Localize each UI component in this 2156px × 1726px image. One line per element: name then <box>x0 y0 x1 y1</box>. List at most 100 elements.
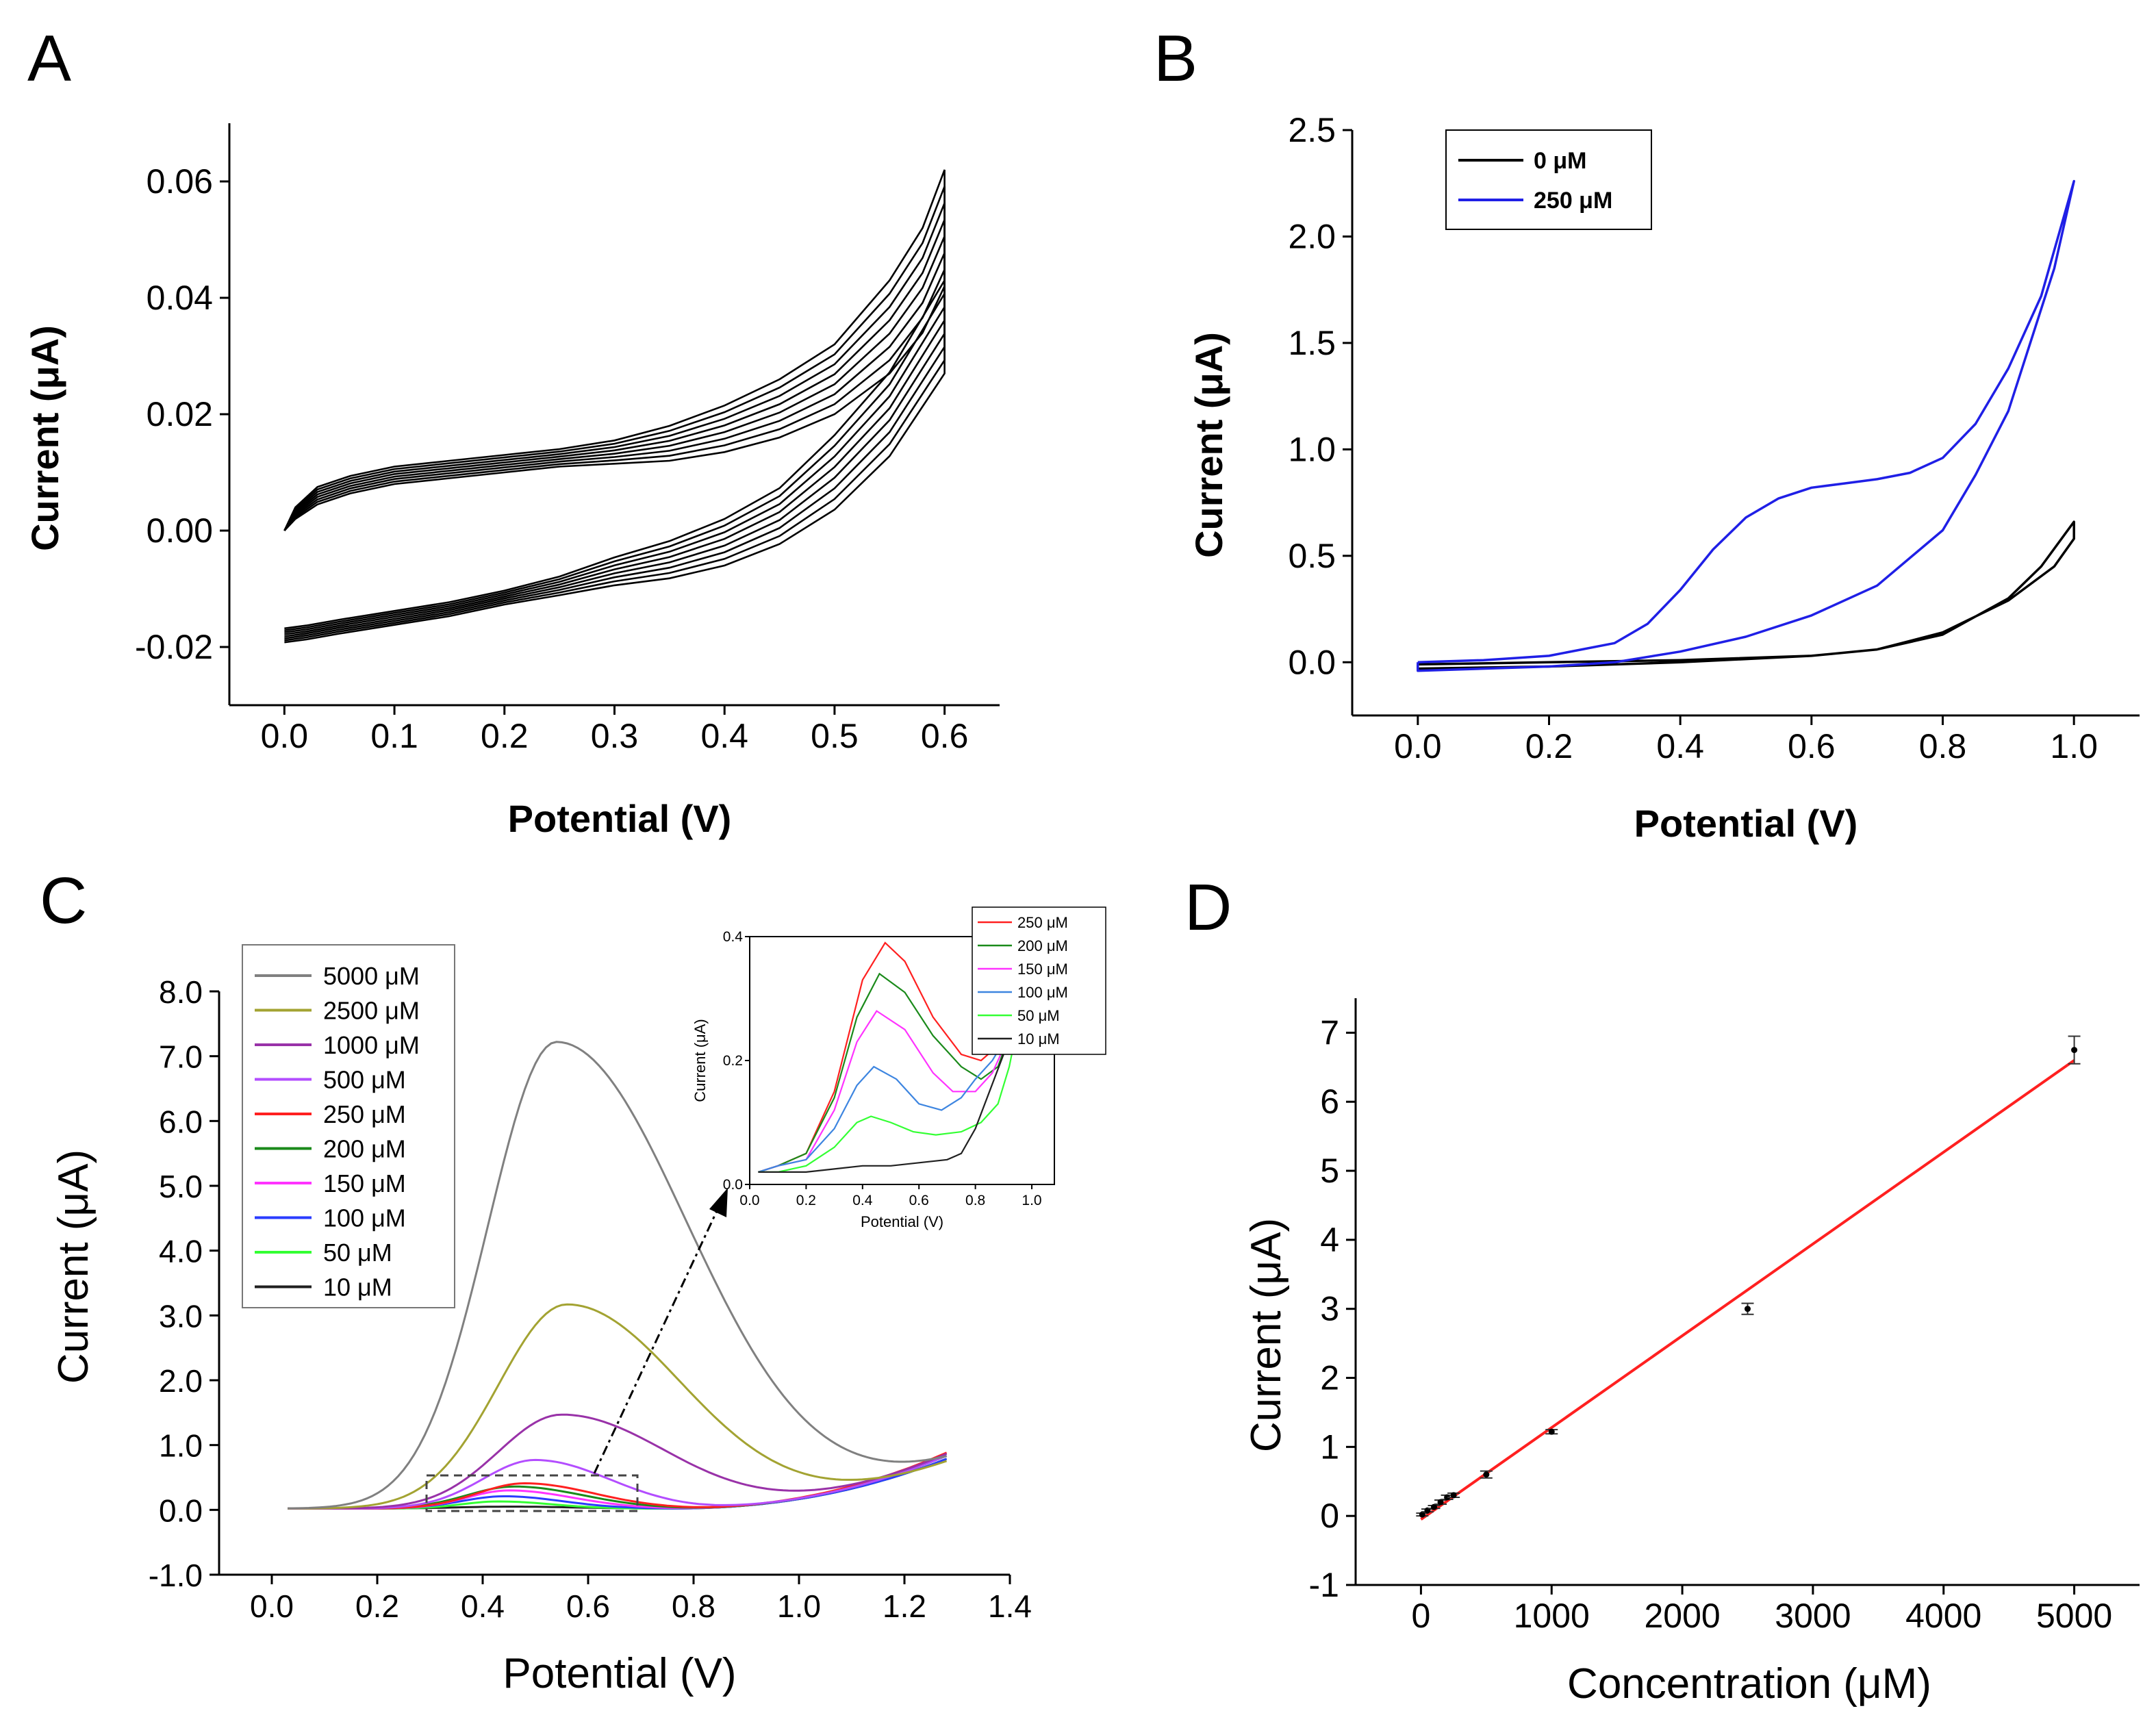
panel-b-ytick-label-3: 1.5 <box>1288 324 1336 362</box>
panel-c-xtick-label-7: 1.4 <box>988 1588 1032 1624</box>
panel-a-cv-cycle-1 <box>283 277 946 630</box>
panel-b-ytick-label-5: 2.5 <box>1288 111 1336 149</box>
panel-d-xtick-label-5: 5000 <box>2036 1597 2112 1635</box>
panel-d-point-6 <box>1483 1471 1490 1478</box>
panel-c-ytick-label-9: 8.0 <box>159 974 203 1010</box>
panel-d-ytick-label-6: 5 <box>1320 1152 1339 1190</box>
panel-d-xtick-label-0: 0 <box>1412 1597 1431 1635</box>
panel-d-xtick-label-4: 4000 <box>1905 1597 1981 1635</box>
panel-d-point-9 <box>2071 1047 2078 1054</box>
panel-d-point-5 <box>1450 1492 1457 1499</box>
inset-series-10-um <box>758 961 1033 1173</box>
panel-c-series-500-um <box>288 1454 948 1510</box>
panel-a-chart: 0.0 0.1 0.2 0.3 0.4 0.5 0.6 -0.02 0.00 0.02 0.04 0.… <box>23 123 1000 840</box>
panel-c-xtick-label-0: 0.0 <box>250 1588 294 1624</box>
panel-b-xtick-label-5: 1.0 <box>2050 727 2098 765</box>
panel-c-xtick-label-4: 0.8 <box>672 1588 715 1624</box>
panel-c-legend-label-2500-um: 2500 μM <box>323 997 420 1025</box>
panel-c-legend-label-10-um: 10 μM <box>323 1273 392 1302</box>
panel-b-series-250-um <box>1417 179 2075 672</box>
panel-a-cv-cycle-8 <box>283 169 946 644</box>
panel-a-cv-cycle-3 <box>283 252 946 633</box>
panel-a-xtick-label-4: 0.4 <box>700 717 748 755</box>
inset-xtick-label-5: 1.0 <box>1022 1193 1041 1208</box>
panel-b-chart: 0.0 0.2 0.4 0.6 0.8 1.0 0.0 0.5 1.0 1.5 2.0 2.5 0 μ… <box>1187 111 2140 845</box>
panel-b-xlabel: Potential (V) <box>1634 802 1858 845</box>
panel-c-series-5000-um <box>288 1041 947 1510</box>
panel-c-legend-label-250-um: 250 μM <box>323 1100 406 1128</box>
panel-c-xtick-label-5: 1.0 <box>777 1588 821 1624</box>
panel-c-legend-label-200-um: 200 μM <box>323 1135 406 1163</box>
panel-a-cv-cycle-4 <box>283 236 946 635</box>
inset-legend-label-10-um: 10 μM <box>1017 1030 1060 1048</box>
panel-b-ytick-label-0: 0.0 <box>1288 643 1336 681</box>
panel-d-fit-line <box>1420 1059 2075 1521</box>
panel-c-ytick-label-6: 5.0 <box>159 1169 203 1204</box>
panel-c-xtick-label-1: 0.2 <box>355 1588 399 1624</box>
inset-legend-box <box>972 906 1106 1055</box>
inset-ytick-label-2: 0.4 <box>723 929 744 945</box>
panel-c-ylabel: Current (μA) <box>50 1150 97 1384</box>
panel-c-ytick-label-3: 2.0 <box>159 1363 203 1399</box>
panel-c-series-2500-um <box>288 1303 948 1510</box>
panel-b-ylabel: Current (μA) <box>1187 332 1230 558</box>
panel-c-legend-label-100-um: 100 μM <box>323 1204 406 1232</box>
panel-d-xtick-label-3: 3000 <box>1775 1597 1851 1635</box>
panel-a-xlabel: Potential (V) <box>508 797 732 840</box>
panel-c-legend-label-1000-um: 1000 μM <box>323 1031 420 1059</box>
panel-a-cv-cycle-7 <box>283 186 946 642</box>
inset-legend-label-150-um: 150 μM <box>1017 961 1068 978</box>
inset-xtick-label-4: 0.8 <box>965 1193 985 1208</box>
zoom-arrowhead <box>709 1188 728 1217</box>
inset-legend-label-250-um: 250 μM <box>1017 914 1068 931</box>
panel-a-ytick-label-4: 0.06 <box>147 162 213 201</box>
panel-d-point-0 <box>1419 1511 1425 1518</box>
panel-c-ytick-label-7: 6.0 <box>159 1104 203 1139</box>
panel-a-ytick-label-3: 0.04 <box>147 279 213 317</box>
panel-b-series-0-um <box>1417 520 2075 670</box>
panel-a-xtick-label-0: 0.0 <box>261 717 309 755</box>
panel-c-series-1000-um <box>288 1413 948 1510</box>
panel-a-ytick-label-2: 0.02 <box>147 395 213 433</box>
panel-d-ytick-label-4: 3 <box>1320 1290 1339 1328</box>
panel-d-chart: 0 1000 2000 3000 4000 5000 -1 0 1 2 3 4 5 6 7 Concentr… <box>1243 998 2140 1708</box>
panel-d-ytick-label-3: 2 <box>1320 1359 1339 1397</box>
panel-label-c: C <box>40 864 87 937</box>
panel-d-ytick-label-2: 1 <box>1320 1427 1339 1466</box>
panel-a-cv-cycle-6 <box>283 203 946 639</box>
panel-d-ytick-label-0: -1 <box>1309 1566 1339 1604</box>
inset-xtick-label-3: 0.6 <box>909 1193 929 1208</box>
panel-d-point-4 <box>1444 1494 1451 1501</box>
inset-series-50-um <box>758 954 1033 1173</box>
panel-b-xtick-label-0: 0.0 <box>1394 727 1442 765</box>
panel-d-point-3 <box>1437 1499 1444 1506</box>
panel-a-cv-cycle-5 <box>283 219 946 637</box>
panel-c-legend-label-5000-um: 5000 μM <box>323 962 420 990</box>
inset-xtick-label-2: 0.4 <box>852 1193 873 1208</box>
inset-xtick-label-0: 0.0 <box>739 1193 759 1208</box>
panel-a-ylabel: Current (μA) <box>23 325 66 551</box>
panel-b-ytick-label-1: 0.5 <box>1288 537 1336 575</box>
panel-label-d: D <box>1184 871 1232 944</box>
panel-c-xtick-label-6: 1.2 <box>883 1588 926 1624</box>
legend-label-250um: 250 μM <box>1534 188 1612 214</box>
inset-xtick-label-1: 0.2 <box>796 1193 816 1208</box>
panel-b-xtick-label-1: 0.2 <box>1525 727 1573 765</box>
panel-d-point-2 <box>1431 1503 1437 1510</box>
panel-d-xtick-label-2: 2000 <box>1644 1597 1720 1635</box>
panel-d-ytick-label-8: 7 <box>1320 1013 1339 1052</box>
inset-ytick-label-1: 0.2 <box>723 1053 743 1069</box>
panel-d-ylabel: Current (μA) <box>1243 1218 1290 1452</box>
panel-d-ytick-label-7: 6 <box>1320 1082 1339 1121</box>
panel-a-xtick-label-6: 0.6 <box>921 717 969 755</box>
panel-a-cv-cycle-2 <box>283 269 946 631</box>
panel-c-legend-box <box>242 944 455 1308</box>
panel-c-ytick-label-2: 1.0 <box>159 1428 203 1464</box>
panel-c-xtick-label-2: 0.4 <box>461 1588 505 1624</box>
panel-c-xtick-label-3: 0.6 <box>566 1588 610 1624</box>
panel-c-ytick-label-4: 3.0 <box>159 1298 203 1334</box>
panel-c-ytick-label-8: 7.0 <box>159 1039 203 1075</box>
panel-c-legend-label-150-um: 150 μM <box>323 1169 406 1197</box>
inset-ylabel: Current (μA) <box>692 1019 709 1102</box>
panel-a-xtick-label-1: 0.1 <box>370 717 418 755</box>
